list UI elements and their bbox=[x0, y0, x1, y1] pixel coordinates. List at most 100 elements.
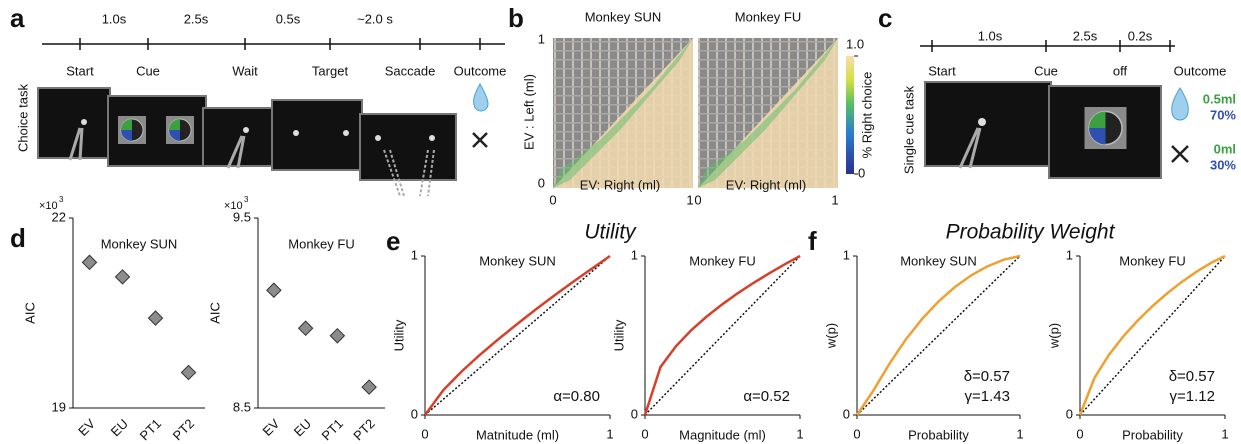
x-tick-label: 1 bbox=[796, 426, 803, 441]
event: Outcome bbox=[454, 63, 507, 78]
tick-label: 1 bbox=[686, 192, 693, 207]
annotation: γ=1.12 bbox=[1170, 388, 1215, 405]
interval: 2.5s bbox=[184, 11, 209, 26]
interval: 0.2s bbox=[1128, 28, 1153, 43]
tick-label: 0 bbox=[549, 192, 556, 207]
dot bbox=[180, 364, 197, 381]
interval: 1.0s bbox=[102, 11, 127, 26]
scale-label: ×10 bbox=[224, 200, 243, 212]
annotation: α=0.52 bbox=[743, 388, 790, 405]
y-tick-label: 1 bbox=[631, 247, 638, 262]
reference-line bbox=[644, 255, 801, 416]
x-tick-label: 1 bbox=[1221, 426, 1228, 441]
dot bbox=[81, 254, 98, 271]
curve bbox=[643, 254, 801, 416]
y-tick-label: 1 bbox=[1066, 247, 1073, 262]
choice-task-panel: Choice task 1.0s 2.5s 0.5s ~2.0 s Start … bbox=[15, 11, 507, 197]
tick-label: 1 bbox=[831, 192, 838, 207]
interval: ~2.0 s bbox=[357, 11, 393, 26]
outcome-amount: 0.5ml bbox=[1203, 91, 1236, 106]
x-tick-label: PT1 bbox=[318, 416, 345, 443]
panel-label: f bbox=[808, 226, 817, 256]
outcome-probability: 30% bbox=[1210, 157, 1236, 172]
scale-exponent: 3 bbox=[244, 195, 249, 204]
y-tick-label: 19 bbox=[52, 399, 66, 414]
panel-label: e bbox=[386, 226, 400, 256]
y-axis-label: AIC bbox=[207, 302, 222, 324]
task-label: Single cue task bbox=[901, 85, 916, 174]
outcome-amount: 0ml bbox=[1214, 141, 1236, 156]
x-axis-label: Probability bbox=[1122, 427, 1183, 442]
y-tick-label: 9.5 bbox=[233, 209, 251, 224]
y-tick-label: 0 bbox=[411, 406, 418, 421]
colorbar-label: % Right choice bbox=[859, 72, 874, 159]
x-tick-label: 1 bbox=[606, 426, 613, 441]
event: Target bbox=[312, 63, 349, 78]
x-tick-label: PT2 bbox=[350, 416, 377, 443]
scale-label: ×10 bbox=[39, 200, 58, 212]
event: Cue bbox=[1034, 63, 1058, 78]
event: Start bbox=[66, 63, 94, 78]
outcome-probability: 70% bbox=[1210, 107, 1236, 122]
x-axis-label: EV: Right (ml) bbox=[580, 177, 660, 192]
y-axis-label: w(p) bbox=[1046, 323, 1061, 349]
x-tick-label: EU bbox=[291, 416, 314, 439]
event: off bbox=[1113, 63, 1128, 78]
dot bbox=[266, 282, 282, 298]
interval: 2.5s bbox=[1073, 28, 1098, 43]
y-axis-label: Utility bbox=[391, 319, 406, 351]
y-tick-label: 0 bbox=[631, 406, 638, 421]
event: Cue bbox=[136, 63, 160, 78]
panel-label: c bbox=[878, 3, 892, 33]
panel-label: d bbox=[10, 223, 26, 253]
tick-label: 1 bbox=[538, 31, 545, 46]
colorbar-tick-label: 0 bbox=[858, 165, 865, 180]
reference-line bbox=[424, 255, 611, 416]
x-tick-label: 0 bbox=[641, 426, 648, 441]
x-tick-label: EV bbox=[75, 416, 98, 439]
curve bbox=[1078, 254, 1226, 416]
tick-label: 0 bbox=[694, 192, 701, 207]
chart-title: Monkey SUN bbox=[900, 253, 977, 268]
x-tick-label: EV bbox=[260, 416, 283, 439]
panel-label: a bbox=[10, 3, 25, 33]
event: Wait bbox=[232, 63, 258, 78]
heatmap-title: Monkey FU bbox=[735, 9, 801, 24]
tick-label: 0 bbox=[538, 175, 545, 190]
event: Outcome bbox=[1174, 63, 1227, 78]
y-tick-label: 0 bbox=[843, 406, 850, 421]
y-tick-label: 22 bbox=[52, 209, 66, 224]
dot bbox=[114, 269, 131, 285]
x-tick-label: 0 bbox=[421, 426, 428, 441]
annotation: α=0.80 bbox=[553, 388, 600, 405]
y-tick-label: 0 bbox=[1066, 406, 1073, 421]
dot bbox=[147, 310, 164, 326]
dot bbox=[361, 379, 377, 395]
y-axis-label: w(p) bbox=[823, 323, 838, 349]
annotation: γ=1.43 bbox=[965, 388, 1010, 405]
reference-line bbox=[856, 255, 1021, 416]
group-title: Utility bbox=[584, 221, 637, 244]
x-axis-label: Matnitude (ml) bbox=[476, 427, 559, 442]
event: Start bbox=[928, 63, 956, 78]
y-tick-label: 1 bbox=[411, 247, 418, 262]
y-tick-label: 8.5 bbox=[233, 399, 251, 414]
x-tick-label: 0 bbox=[1076, 426, 1083, 441]
chart-title: Monkey FU bbox=[1119, 253, 1185, 268]
annotation: δ=0.57 bbox=[1169, 368, 1215, 385]
x-axis-label: EV: Right (ml) bbox=[726, 177, 806, 192]
x-tick-label: PT2 bbox=[170, 416, 197, 443]
interval: 0.5s bbox=[276, 11, 301, 26]
chart-title: Monkey FU bbox=[288, 236, 354, 251]
colorbar-tick-label: 1.0 bbox=[846, 36, 864, 51]
y-axis-label: EV : Left (ml) bbox=[521, 74, 536, 150]
chart-title: Monkey FU bbox=[689, 253, 755, 268]
panel-label: b bbox=[508, 3, 524, 33]
heatmap-panel: EV : Left (ml) Monkey SUN Monkey FU 1 0 … bbox=[521, 9, 874, 207]
heatmap-title: Monkey SUN bbox=[585, 9, 662, 24]
event: Saccade bbox=[385, 63, 436, 78]
x-tick-label: EU bbox=[108, 416, 131, 439]
x-axis-label: Probability bbox=[908, 427, 969, 442]
dot bbox=[329, 328, 346, 344]
